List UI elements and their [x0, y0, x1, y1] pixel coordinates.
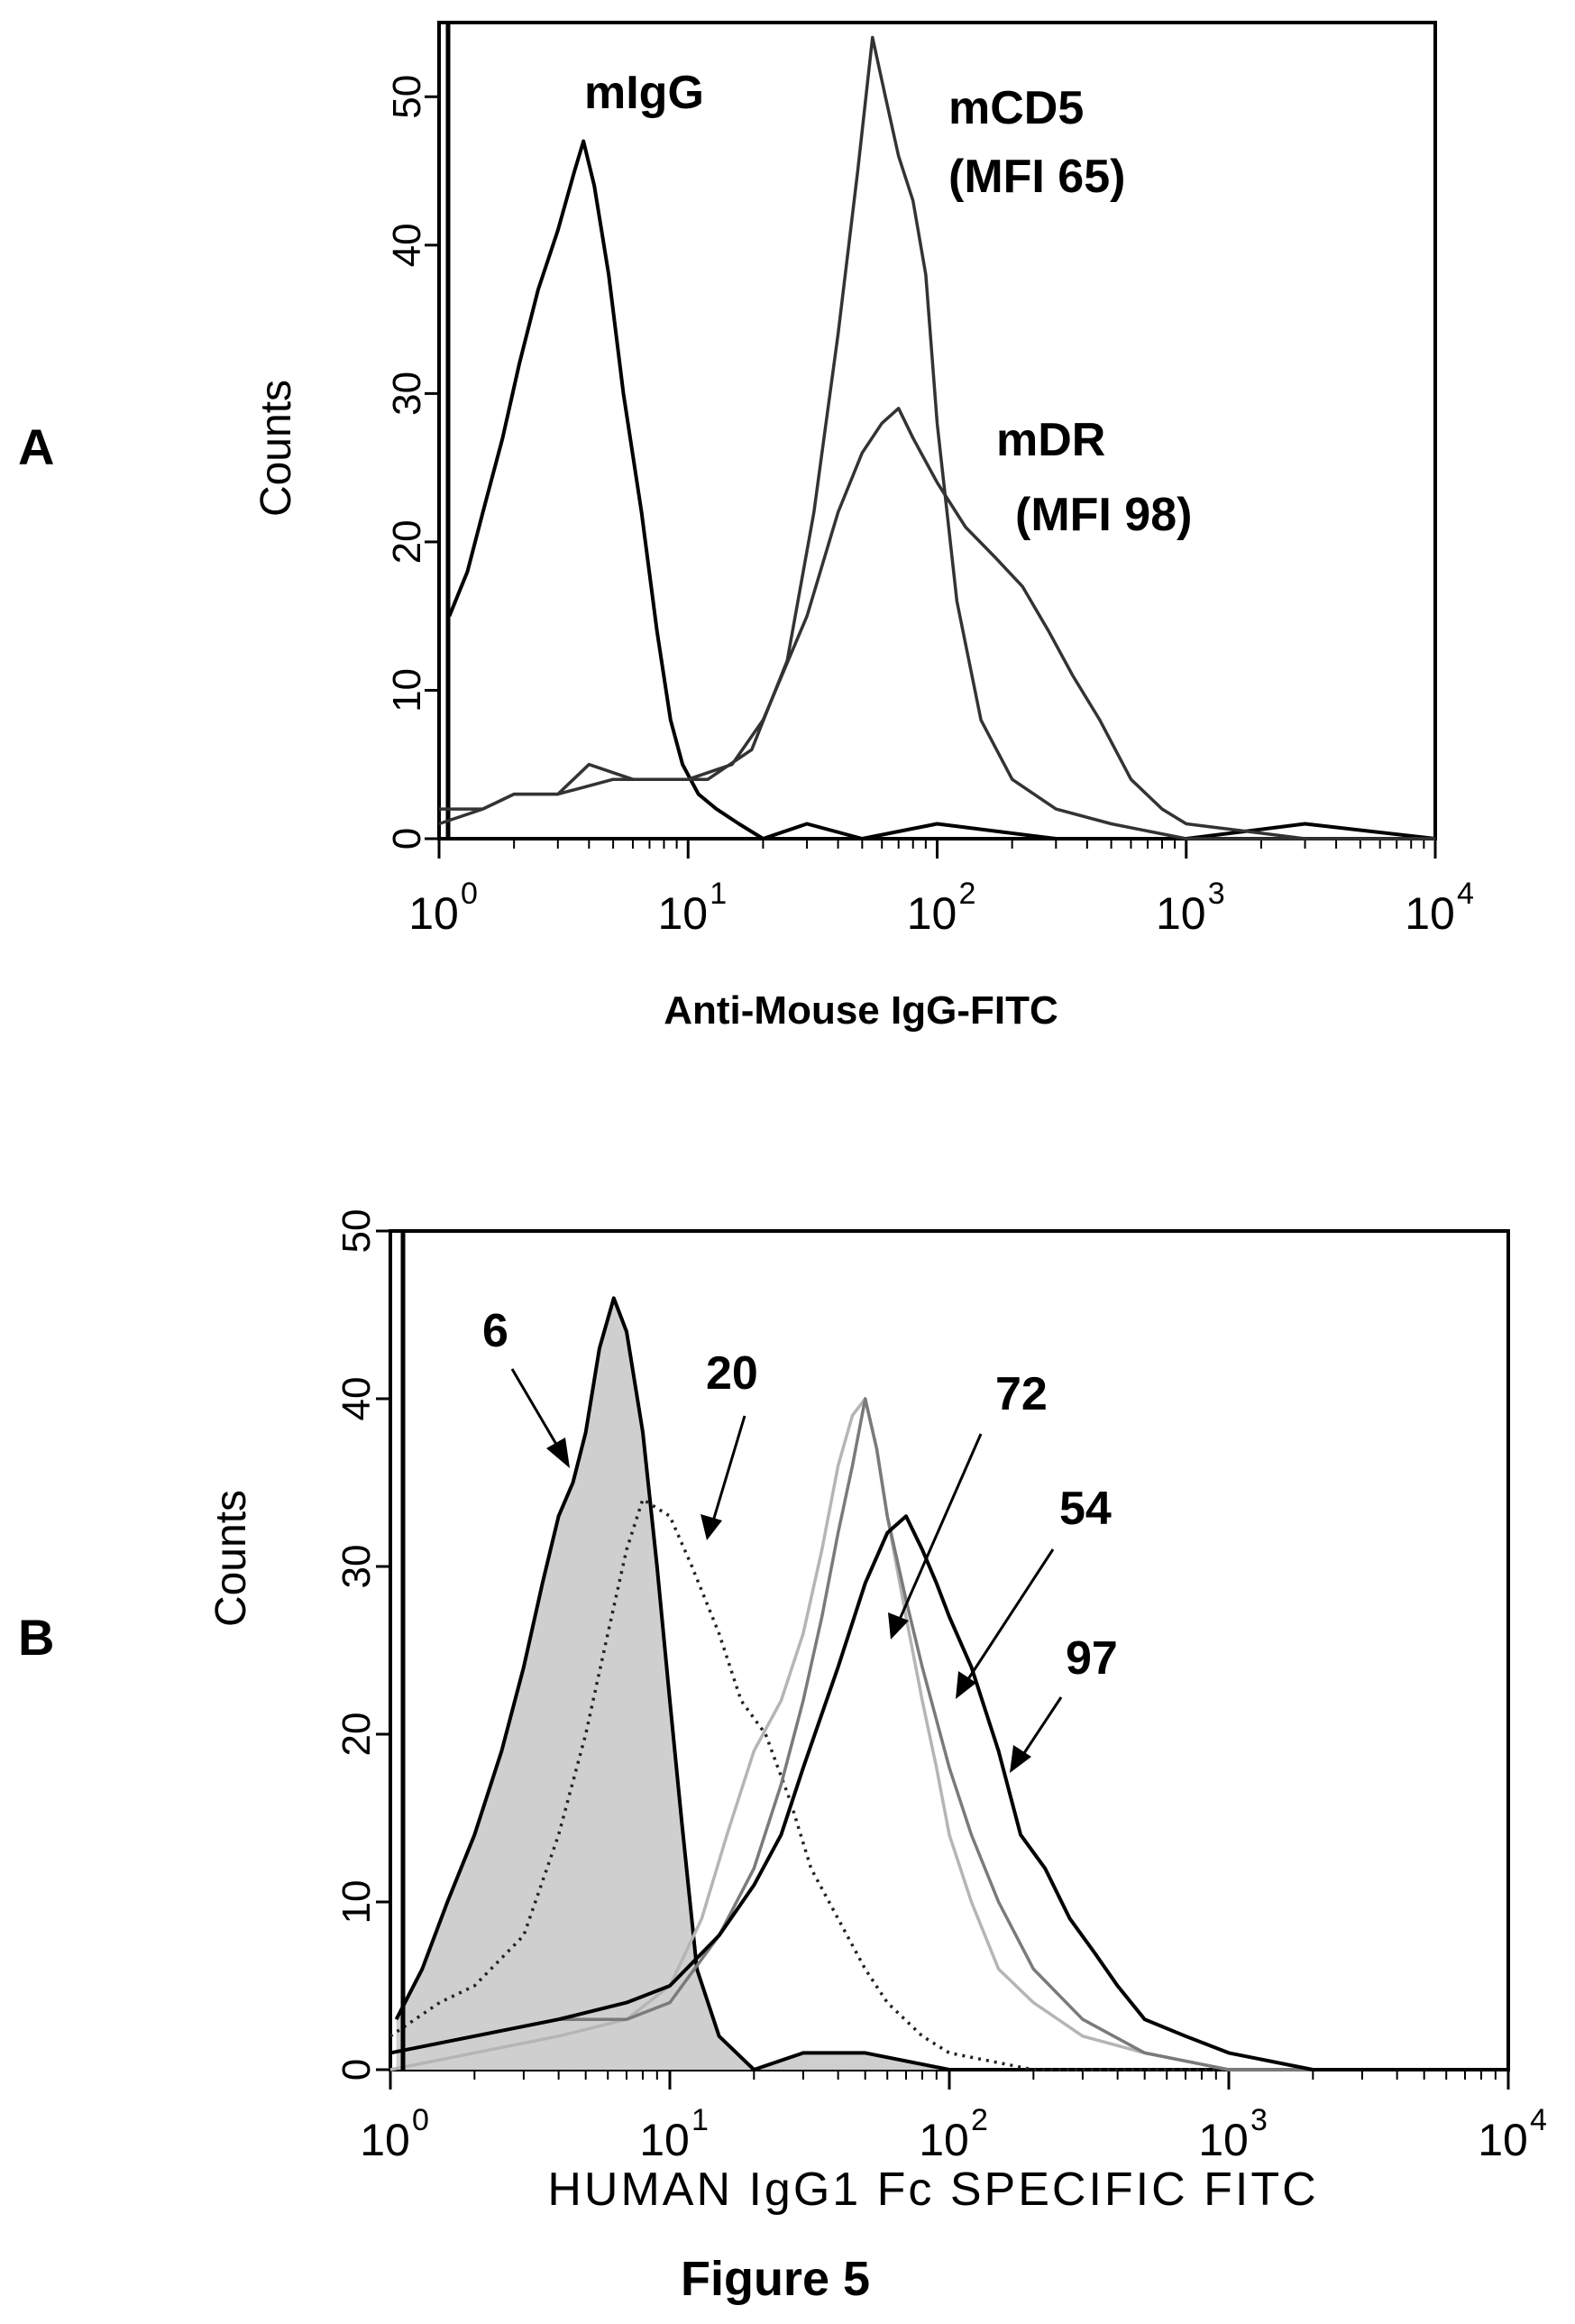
annotation-54-label: 54 — [1059, 1483, 1112, 1535]
y-tick-label: 50 — [385, 75, 429, 119]
x-tick-label: 10 — [408, 888, 459, 939]
x-tick-label: 10 — [1198, 2115, 1249, 2165]
x-tick-exponent: 4 — [1457, 877, 1474, 911]
panel-b-x-ticks: 10 0 10 1 10 2 10 3 10 4 — [360, 2070, 1547, 2165]
panel-a-series — [438, 35, 1436, 840]
panel-a-y-axis-title: Counts — [252, 380, 300, 517]
annotation-72-arrowhead — [888, 1612, 909, 1640]
series-line-s6 — [394, 1296, 1508, 2071]
y-tick-label: 50 — [334, 1209, 379, 1254]
x-tick-exponent: 1 — [710, 877, 727, 911]
panel-a-annotation-mdr: mDR (MFI 98) — [996, 414, 1192, 541]
annotation-mdr-mfi: (MFI 98) — [1015, 489, 1192, 541]
figure-caption: Figure 5 — [681, 2252, 870, 2306]
y-tick-label: 30 — [334, 1545, 379, 1589]
x-tick-exponent: 2 — [971, 2103, 988, 2137]
panel-b-y-title-group: Counts — [207, 1490, 255, 1627]
x-tick-label: 10 — [1478, 2115, 1528, 2165]
x-tick-label: 10 — [360, 2115, 410, 2165]
x-tick-exponent: 2 — [959, 877, 976, 911]
series-line-s20 — [389, 1497, 1508, 2071]
panel-a-x-ticks: 10 0 10 1 10 2 10 3 10 4 — [408, 839, 1474, 939]
x-tick-label: 10 — [919, 2115, 969, 2165]
y-tick-label: 20 — [334, 1713, 379, 1757]
panel-a-y-title-group: Counts — [252, 380, 300, 517]
panel-a-x-axis-title: Anti-Mouse IgG-FITC — [664, 988, 1058, 1033]
panel-a-annotation-migg: mIgG — [584, 67, 704, 119]
x-tick-exponent: 3 — [1208, 877, 1225, 911]
panel-b-y-ticks: 0 10 20 30 40 50 — [334, 1209, 390, 2081]
series-line-mIgG — [447, 139, 1436, 840]
annotation-54-arrowhead — [956, 1671, 976, 1699]
y-tick-label: 10 — [334, 1880, 379, 1924]
x-tick-exponent: 1 — [691, 2103, 709, 2137]
y-tick-label: 0 — [334, 2059, 379, 2081]
x-tick-exponent: 4 — [1530, 2103, 1547, 2137]
y-tick-label: 40 — [385, 223, 429, 267]
y-tick-label: 30 — [385, 372, 429, 416]
x-tick-label: 10 — [1156, 888, 1206, 939]
annotation-72-label: 72 — [995, 1368, 1048, 1420]
annotation-6-arrowhead — [546, 1438, 570, 1468]
annotation-20-arrowhead — [701, 1514, 722, 1540]
annotation-mdr-label: mDR — [996, 414, 1105, 466]
panel-b-annotations: 6 20 72 54 97 — [482, 1305, 1118, 1773]
panel-b-letter: B — [18, 1609, 54, 1666]
panel-b-x-axis-title: HUMAN IgG1 Fc SPECIFIC FITC — [547, 2163, 1318, 2216]
x-tick-label: 10 — [1405, 888, 1455, 939]
annotation-54-arrow — [963, 1548, 1055, 1686]
series-fill-s6 — [396, 1298, 1509, 2070]
series-line-mCD5 — [438, 35, 1435, 840]
series-line-s54 — [389, 1397, 1508, 2071]
y-tick-label: 20 — [385, 519, 429, 564]
x-tick-label: 10 — [657, 888, 708, 939]
panel-a-plot-frame — [437, 21, 1437, 840]
annotation-6-label: 6 — [482, 1305, 508, 1357]
x-tick-exponent: 3 — [1250, 2103, 1268, 2137]
annotation-20-label: 20 — [706, 1347, 758, 1400]
annotation-mcd5-mfi: (MFI 65) — [948, 151, 1125, 203]
series-line-mDR — [439, 407, 1435, 840]
annotation-6-arrow — [510, 1368, 563, 1453]
annotation-72-arrow — [896, 1433, 983, 1624]
annotation-97-label: 97 — [1066, 1632, 1118, 1685]
x-tick-label: 10 — [639, 2115, 690, 2165]
annotation-migg-label: mIgG — [584, 67, 704, 119]
panel-a-letter: A — [18, 418, 54, 475]
panel-b-y-axis-title: Counts — [207, 1490, 255, 1627]
annotation-20-arrow — [710, 1415, 746, 1525]
series-line-s97 — [389, 1514, 1508, 2071]
panel-a-annotation-mcd5: mCD5 (MFI 65) — [948, 82, 1125, 203]
y-tick-label: 10 — [385, 668, 429, 712]
annotation-mcd5-label: mCD5 — [948, 82, 1084, 134]
annotation-97-arrow — [1019, 1696, 1063, 1759]
x-tick-exponent: 0 — [412, 2103, 429, 2137]
y-tick-label: 0 — [385, 828, 429, 850]
x-tick-label: 10 — [907, 888, 957, 939]
annotation-97-arrowhead — [1010, 1745, 1031, 1773]
panel-b-series — [389, 1296, 1509, 2071]
y-tick-label: 40 — [334, 1377, 379, 1421]
panel-a-y-ticks: 0 10 20 30 40 50 — [385, 75, 439, 850]
x-tick-exponent: 0 — [461, 877, 478, 911]
